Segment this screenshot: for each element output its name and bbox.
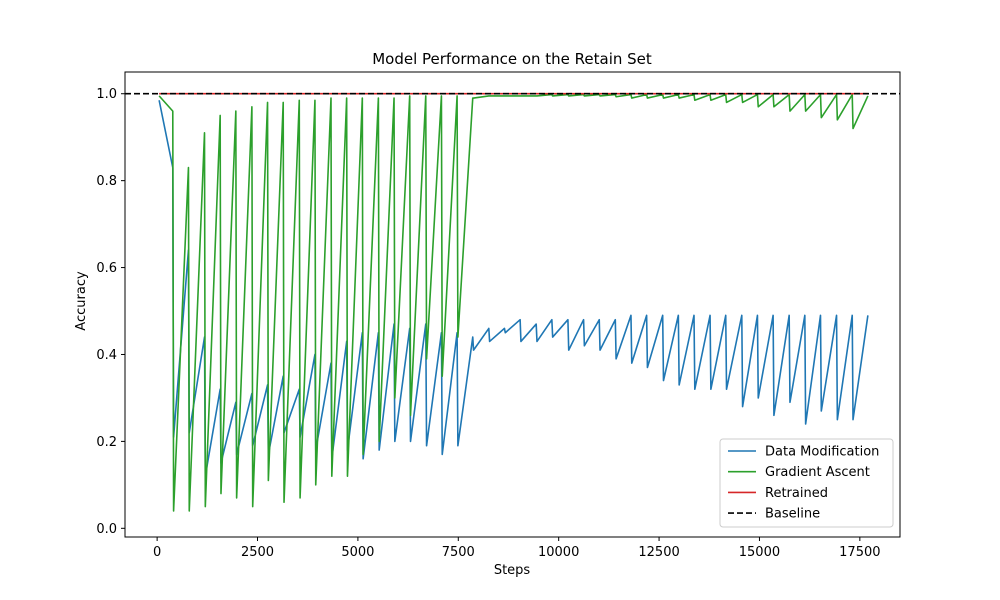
x-tick-label: 0: [153, 545, 161, 560]
x-tick-label: 2500: [241, 545, 274, 560]
x-tick-label: 10000: [538, 545, 579, 560]
y-tick-label: 0.6: [96, 261, 117, 276]
series-line-gradient-ascent: [158, 93, 869, 512]
x-tick-label: 17500: [839, 545, 880, 560]
y-axis-label: Accuracy: [74, 271, 89, 331]
x-tick-label: 15000: [739, 545, 780, 560]
x-tick-label: 12500: [638, 545, 679, 560]
x-tick-label: 7500: [442, 545, 475, 560]
chart-title: Model Performance on the Retain Set: [372, 50, 652, 68]
legend-label: Gradient Ascent: [765, 465, 870, 480]
plot-frame: [124, 71, 901, 538]
series-line-data-modification: [158, 100, 869, 477]
x-tick-label: 5000: [341, 545, 374, 560]
series-group: [125, 92, 900, 512]
legend-label: Retrained: [765, 486, 828, 501]
legend: Data Modification Gradient Ascent Retraine…: [719, 438, 894, 528]
y-tick-label: 0.2: [96, 435, 117, 450]
legend-box: [719, 438, 894, 528]
y-tick-label: 1.0: [96, 87, 117, 102]
x-axis-label: Steps: [494, 563, 531, 578]
y-tick-label: 0.4: [96, 348, 117, 363]
y-tick-label: 0.0: [96, 522, 117, 537]
y-tick-label: 0.8: [96, 174, 117, 189]
legend-label: Data Modification: [765, 445, 879, 460]
legend-label: Baseline: [765, 507, 820, 522]
